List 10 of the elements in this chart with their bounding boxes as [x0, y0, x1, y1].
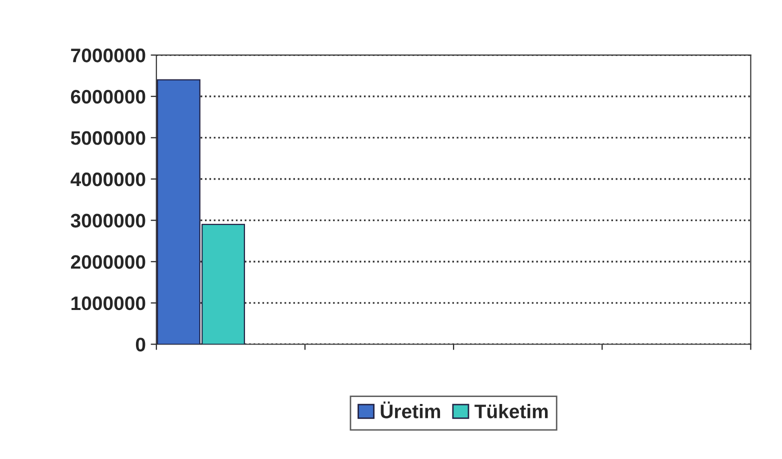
- legend-label: Tüketim: [474, 404, 548, 418]
- y-tick-label: 5000000: [70, 131, 146, 145]
- y-tick-label: 7000000: [71, 48, 146, 62]
- legend-label: Üretim: [380, 402, 440, 418]
- y-tick-label: 6000000: [71, 90, 146, 104]
- y-tick-label: 1000000: [72, 296, 146, 310]
- y-tick-label: 2000000: [70, 255, 146, 269]
- y-tick-label: 0: [136, 338, 146, 352]
- y-tick-label: 4000000: [70, 172, 146, 186]
- y-tick-label: 3000000: [70, 214, 146, 228]
